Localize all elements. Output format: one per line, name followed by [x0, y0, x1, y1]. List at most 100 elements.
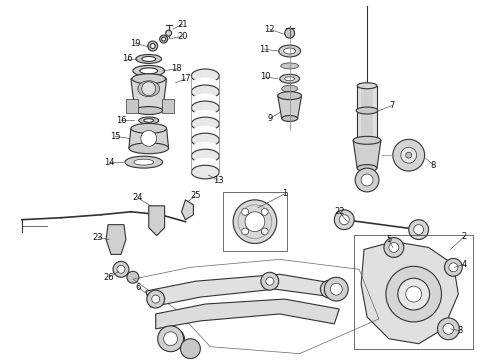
Ellipse shape	[280, 74, 299, 83]
Ellipse shape	[141, 130, 157, 146]
Circle shape	[355, 168, 379, 192]
Circle shape	[285, 28, 294, 38]
Circle shape	[449, 263, 458, 272]
Text: 11: 11	[259, 45, 269, 54]
Circle shape	[266, 277, 274, 285]
Text: 18: 18	[171, 64, 182, 73]
Text: 16: 16	[116, 116, 126, 125]
Text: 24: 24	[133, 193, 143, 202]
Ellipse shape	[192, 133, 219, 147]
Ellipse shape	[125, 156, 163, 168]
Ellipse shape	[193, 158, 218, 170]
Text: 23: 23	[93, 233, 103, 242]
Ellipse shape	[144, 119, 154, 122]
Ellipse shape	[192, 85, 219, 99]
Text: 6: 6	[135, 283, 141, 292]
Text: 19: 19	[130, 39, 140, 48]
Ellipse shape	[134, 159, 154, 165]
Ellipse shape	[193, 110, 218, 122]
Ellipse shape	[129, 143, 169, 154]
Bar	[162, 99, 173, 113]
Text: 3: 3	[458, 326, 463, 335]
Ellipse shape	[136, 54, 162, 63]
Circle shape	[245, 212, 265, 231]
Circle shape	[398, 278, 430, 310]
Ellipse shape	[193, 143, 218, 154]
Circle shape	[148, 41, 158, 51]
Ellipse shape	[284, 48, 295, 54]
Circle shape	[261, 228, 268, 235]
Ellipse shape	[357, 83, 377, 89]
Text: 14: 14	[104, 158, 114, 167]
Circle shape	[320, 280, 338, 298]
Ellipse shape	[138, 81, 160, 96]
Ellipse shape	[133, 66, 165, 76]
Circle shape	[162, 37, 166, 41]
Text: 22: 22	[334, 207, 344, 216]
Bar	[354, 235, 473, 349]
Ellipse shape	[282, 116, 297, 121]
Text: 25: 25	[190, 192, 200, 201]
Text: 10: 10	[260, 72, 270, 81]
Polygon shape	[156, 299, 339, 329]
Ellipse shape	[353, 136, 381, 144]
Ellipse shape	[192, 117, 219, 131]
Ellipse shape	[193, 126, 218, 138]
Ellipse shape	[357, 165, 377, 172]
Circle shape	[152, 295, 160, 303]
Polygon shape	[278, 96, 301, 118]
Circle shape	[142, 82, 156, 96]
Circle shape	[409, 220, 429, 239]
Ellipse shape	[285, 77, 294, 81]
Circle shape	[339, 215, 349, 225]
Polygon shape	[131, 79, 167, 111]
Circle shape	[334, 210, 354, 230]
Circle shape	[438, 318, 459, 340]
Ellipse shape	[192, 165, 219, 179]
Circle shape	[117, 265, 125, 273]
Circle shape	[386, 266, 441, 322]
Ellipse shape	[139, 117, 159, 124]
Circle shape	[164, 332, 177, 346]
Bar	[126, 99, 138, 113]
Text: 17: 17	[180, 74, 191, 83]
Ellipse shape	[279, 45, 300, 57]
Circle shape	[384, 238, 404, 257]
Polygon shape	[129, 129, 169, 148]
Polygon shape	[106, 225, 126, 255]
Circle shape	[444, 258, 462, 276]
Bar	[357, 86, 377, 140]
Circle shape	[180, 339, 200, 359]
Text: 8: 8	[431, 161, 436, 170]
Polygon shape	[146, 274, 339, 307]
Ellipse shape	[192, 149, 219, 163]
Text: 13: 13	[213, 176, 223, 185]
Circle shape	[443, 323, 454, 334]
Ellipse shape	[132, 74, 166, 84]
Circle shape	[172, 335, 179, 343]
Text: 4: 4	[462, 260, 467, 269]
Text: 9: 9	[267, 114, 272, 123]
Circle shape	[330, 283, 342, 295]
Polygon shape	[149, 206, 165, 235]
Ellipse shape	[193, 94, 218, 105]
Polygon shape	[181, 200, 194, 220]
Ellipse shape	[135, 107, 163, 114]
Circle shape	[127, 271, 139, 283]
Circle shape	[261, 208, 268, 215]
Ellipse shape	[281, 63, 298, 69]
Circle shape	[158, 326, 183, 352]
Circle shape	[147, 290, 165, 308]
Circle shape	[389, 243, 399, 252]
Circle shape	[406, 286, 421, 302]
Circle shape	[113, 261, 129, 277]
Circle shape	[406, 152, 412, 158]
Bar	[223, 192, 287, 251]
Circle shape	[167, 330, 184, 348]
Circle shape	[233, 200, 277, 243]
Circle shape	[242, 228, 248, 235]
Text: 21: 21	[177, 20, 188, 29]
Polygon shape	[353, 140, 381, 168]
Text: 12: 12	[265, 25, 275, 34]
Circle shape	[160, 35, 168, 43]
